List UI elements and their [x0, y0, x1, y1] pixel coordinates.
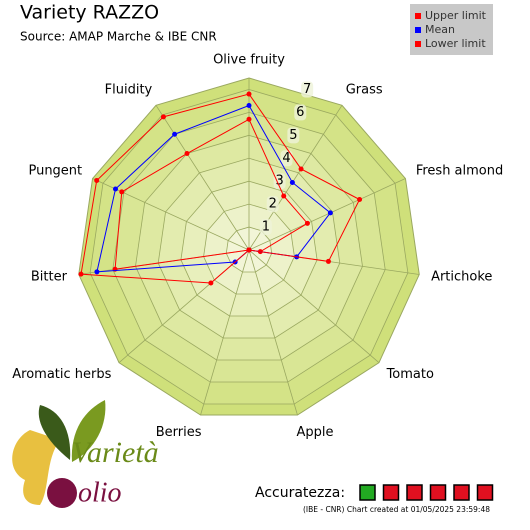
data-point	[281, 193, 287, 199]
logo-text: olio	[78, 477, 122, 508]
r-tick-label: 6	[296, 105, 304, 120]
accuracy-box	[359, 484, 376, 501]
data-point	[246, 103, 252, 109]
legend-label: Lower limit	[425, 37, 486, 50]
legend-swatch	[415, 41, 421, 47]
r-tick-label: 1	[262, 220, 270, 235]
logo-leaf	[71, 400, 106, 462]
r-tick-label: 2	[269, 197, 277, 212]
data-point	[246, 116, 252, 122]
accuracy-box	[382, 484, 400, 501]
data-point	[208, 280, 214, 286]
data-point	[172, 131, 178, 137]
data-point	[304, 220, 310, 226]
footer: (IBE - CNR) Chart created at 01/05/2025 …	[303, 505, 490, 514]
axis-label: Berries	[156, 425, 202, 440]
r-tick-label: 3	[275, 174, 283, 189]
axis-label: Apple	[297, 425, 334, 440]
data-point	[246, 247, 252, 253]
data-point	[298, 166, 304, 172]
logo-text: Varietà	[72, 436, 159, 469]
legend-label: Mean	[425, 23, 455, 36]
radar-spoke	[248, 249, 380, 363]
legend-swatch	[415, 27, 421, 33]
data-point	[94, 177, 100, 183]
data-point	[289, 179, 295, 185]
data-point	[184, 151, 190, 157]
tick-label-bg	[266, 196, 279, 213]
tick-label-bg	[259, 219, 272, 236]
accuracy-boxes	[359, 484, 494, 501]
tick-label-bg	[294, 104, 307, 121]
data-point	[119, 189, 125, 195]
data-point	[357, 197, 363, 203]
radar-plot	[78, 91, 363, 286]
data-point	[246, 91, 252, 97]
axis-label: Fresh almond	[416, 164, 503, 179]
tick-label-bg	[287, 127, 300, 144]
accuracy-box	[406, 484, 423, 501]
data-point	[112, 186, 118, 192]
radar-spoke	[200, 249, 250, 416]
accuracy-label: Accuratezza:	[255, 485, 345, 501]
axis-label: Olive fruity	[213, 53, 285, 68]
logo-olive	[47, 478, 77, 508]
legend-label: Upper limit	[425, 9, 487, 22]
axis-label: Pungent	[28, 164, 82, 179]
axis-label: Tomato	[386, 367, 434, 382]
axis-label: Aromatic herbs	[12, 367, 111, 382]
axis-label: Bitter	[31, 270, 68, 285]
logo: Varietà olio	[12, 400, 159, 508]
logo-leaf	[38, 405, 71, 460]
r-tick-label: 4	[282, 151, 290, 166]
data-point	[94, 269, 100, 275]
accuracy-box	[429, 484, 447, 501]
radar-spoke	[92, 178, 250, 251]
radar-spoke	[155, 105, 250, 251]
radar-spoke	[248, 178, 406, 251]
data-point	[325, 258, 331, 264]
axis-label: Grass	[346, 83, 383, 98]
data-point	[160, 114, 166, 120]
legend-swatch	[415, 13, 421, 19]
logo-drop	[12, 430, 60, 505]
accuracy-box	[453, 484, 470, 501]
r-tick-label: 5	[289, 128, 297, 143]
tick-label-bg	[273, 173, 286, 190]
tick-label-bg	[280, 150, 293, 167]
chart-title: Variety RAZZO	[20, 2, 159, 24]
r-tick-label: 7	[303, 82, 311, 97]
tick-label-bg	[301, 81, 314, 98]
series-line	[80, 93, 361, 284]
legend-box	[410, 4, 493, 55]
data-point	[327, 210, 333, 216]
accuracy-box	[476, 484, 494, 501]
axis-label: Artichoke	[431, 270, 492, 285]
chart-subtitle: Source: AMAP Marche & IBE CNR	[20, 30, 217, 44]
axis-label: Fluidity	[105, 83, 153, 98]
radar-spoke	[248, 249, 298, 416]
data-point	[78, 271, 84, 277]
